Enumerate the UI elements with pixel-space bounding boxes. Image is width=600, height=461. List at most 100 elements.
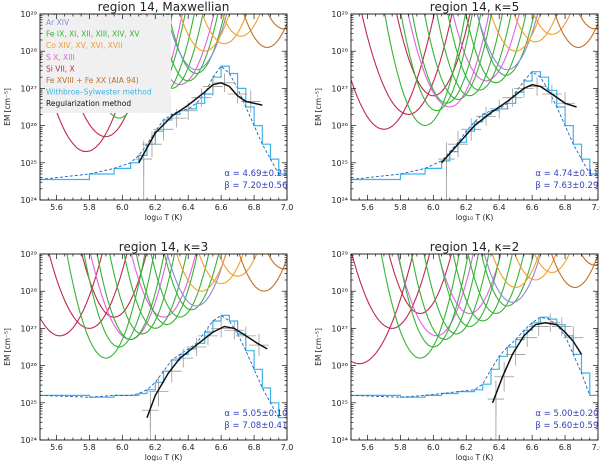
x-tick-label: 5.6	[361, 203, 374, 212]
legend-entry: Regularization method	[46, 99, 131, 108]
plot-data	[351, 254, 598, 440]
regularization-curve	[491, 322, 583, 404]
withbroe-histogram	[40, 314, 287, 419]
x-tick-label: 6.0	[116, 203, 129, 212]
y-tick-label: 10²⁵	[331, 159, 348, 168]
y-tick-label: 10²⁷	[331, 324, 348, 333]
y-axis-tick-labels: 10²⁴ 10²⁵ 10²⁶ 10²⁷ 10²⁸ 10²⁹	[20, 10, 37, 205]
em-locus-curve	[452, 14, 520, 82]
x-tick-label: 6.6	[215, 443, 228, 452]
em-locus-curve	[550, 254, 598, 288]
em-locus-curve	[217, 254, 258, 277]
beta-fit-label: β = 7.63±0.29	[535, 181, 598, 191]
alpha-fit-label: α = 5.00±0.20	[535, 409, 598, 419]
beta-fit-label: β = 7.08±0.41	[224, 421, 287, 431]
y-tick-label: 10²⁹	[20, 250, 37, 259]
em-locus-curve	[135, 254, 198, 326]
em-locus-curve	[243, 14, 287, 48]
em-loci-curves	[351, 254, 598, 365]
em-locus-curve	[514, 254, 557, 281]
alpha-fit-label: α = 4.69±0.21	[224, 169, 287, 179]
x-axis-label: log₁₀ T (K)	[456, 213, 494, 222]
error-bars	[142, 319, 269, 440]
x-tick-label: 6.6	[215, 203, 228, 212]
x-axis-tick-labels: 5.6 5.8 6.0 6.2 6.4 6.6 6.8 7.0	[50, 203, 293, 212]
em-locus-curve	[238, 254, 287, 292]
chart-title: region 14, κ=5	[430, 0, 519, 14]
y-axis-label: EM [cm⁻⁵]	[314, 328, 323, 366]
withbroe-dashed-line	[40, 314, 280, 418]
x-axis-tick-labels: 5.6 5.8 6.0 6.2 6.4 6.6 6.8 7.0	[50, 443, 293, 452]
x-tick-label: 6.4	[493, 443, 506, 452]
legend-background	[41, 15, 171, 113]
em-locus-curve	[48, 254, 128, 329]
em-locus-curve	[380, 254, 460, 359]
x-tick-label: 5.6	[50, 443, 63, 452]
y-tick-label: 10²⁹	[331, 10, 348, 19]
chart-panel-2: region 14, κ=5 5.6 5.8 6.0 6.2 6.4 6.6 6.8 7.0 10…	[314, 0, 600, 222]
em-locus-curve	[351, 254, 431, 329]
regularization-curve	[146, 325, 268, 418]
em-locus-curve	[130, 254, 197, 318]
y-tick-label: 10²⁵	[20, 159, 37, 168]
legend-entry: Co XIV, XV, XVI, XVII	[46, 41, 122, 50]
y-tick-label: 10²⁷	[20, 84, 37, 93]
x-tick-label: 6.8	[559, 203, 572, 212]
y-tick-label: 10²⁸	[20, 47, 37, 56]
y-tick-label: 10²⁵	[20, 399, 37, 408]
axis-ticks	[350, 13, 599, 201]
x-tick-label: 5.6	[361, 443, 374, 452]
em-locus-curve	[411, 14, 482, 104]
legend: Ar XIV Fe IX, XI, XII, XIII, XIV, XV Co XI…	[41, 15, 171, 113]
em-locus-curve	[221, 14, 261, 37]
em-locus-curve	[438, 254, 501, 327]
regularization-curve	[441, 83, 577, 164]
y-axis-label: EM [cm⁻⁵]	[314, 88, 323, 126]
x-tick-label: 6.2	[460, 203, 473, 212]
legend-entry: S X, XIII	[46, 53, 75, 62]
x-tick-label: 6.4	[493, 203, 506, 212]
y-tick-label: 10²⁵	[331, 399, 348, 408]
em-locus-curve	[437, 254, 502, 314]
x-tick-label: 5.8	[394, 203, 407, 212]
x-tick-label: 5.8	[83, 203, 96, 212]
alpha-fit-label: α = 4.74±0.11	[535, 169, 598, 179]
y-axis-tick-labels: 10²⁴ 10²⁵ 10²⁶ 10²⁷ 10²⁸ 10²⁹	[20, 250, 37, 445]
chart-title: region 14, Maxwellian	[98, 0, 230, 14]
x-axis-tick-labels: 5.6 5.8 6.0 6.2 6.4 6.6 6.8 7.0	[361, 443, 600, 452]
y-axis-label: EM [cm⁻⁵]	[3, 88, 12, 126]
y-tick-label: 10²⁷	[331, 84, 348, 93]
beta-fit-label: β = 5.60±0.59	[535, 421, 598, 431]
x-tick-label: 7.0	[592, 203, 600, 212]
em-locus-curve	[109, 254, 176, 335]
withbroe-dashed-line	[351, 316, 591, 398]
em-locus-curve	[410, 254, 479, 340]
y-tick-label: 10²⁸	[331, 287, 348, 296]
em-locus-curve	[198, 254, 244, 285]
em-locus-curve	[533, 14, 571, 36]
regularization-curve	[138, 82, 263, 164]
y-tick-label: 10²⁴	[20, 436, 37, 445]
x-tick-label: 7.0	[592, 443, 600, 452]
chart-panel-1: region 14, Maxwellian Ar XIV Fe IX, XI, XI…	[3, 0, 293, 222]
x-tick-label: 5.8	[83, 443, 96, 452]
em-locus-curve	[351, 14, 435, 130]
y-tick-label: 10²⁶	[331, 362, 348, 371]
x-tick-label: 5.6	[50, 203, 63, 212]
em-locus-curve	[66, 254, 146, 359]
y-axis-tick-labels: 10²⁴ 10²⁵ 10²⁶ 10²⁷ 10²⁸ 10²⁹	[331, 250, 348, 445]
y-tick-label: 10²⁶	[20, 122, 37, 131]
y-tick-label: 10²⁶	[331, 122, 348, 131]
beta-fit-label: β = 7.20±0.56	[224, 181, 287, 191]
em-locus-curve	[388, 254, 452, 314]
em-locus-curve	[150, 254, 210, 318]
legend-entry: Fe XVIII + Fe XX (AIA 94)	[46, 76, 139, 85]
axis-ticks	[39, 253, 288, 441]
x-tick-label: 6.8	[248, 203, 261, 212]
legend-entry: Si VII, X	[46, 64, 75, 73]
x-axis-label: log₁₀ T (K)	[456, 453, 494, 461]
legend-entry: Fe IX, XI, XII, XIII, XIV, XV	[46, 30, 140, 39]
x-tick-label: 6.0	[427, 443, 440, 452]
error-bars	[487, 313, 584, 440]
